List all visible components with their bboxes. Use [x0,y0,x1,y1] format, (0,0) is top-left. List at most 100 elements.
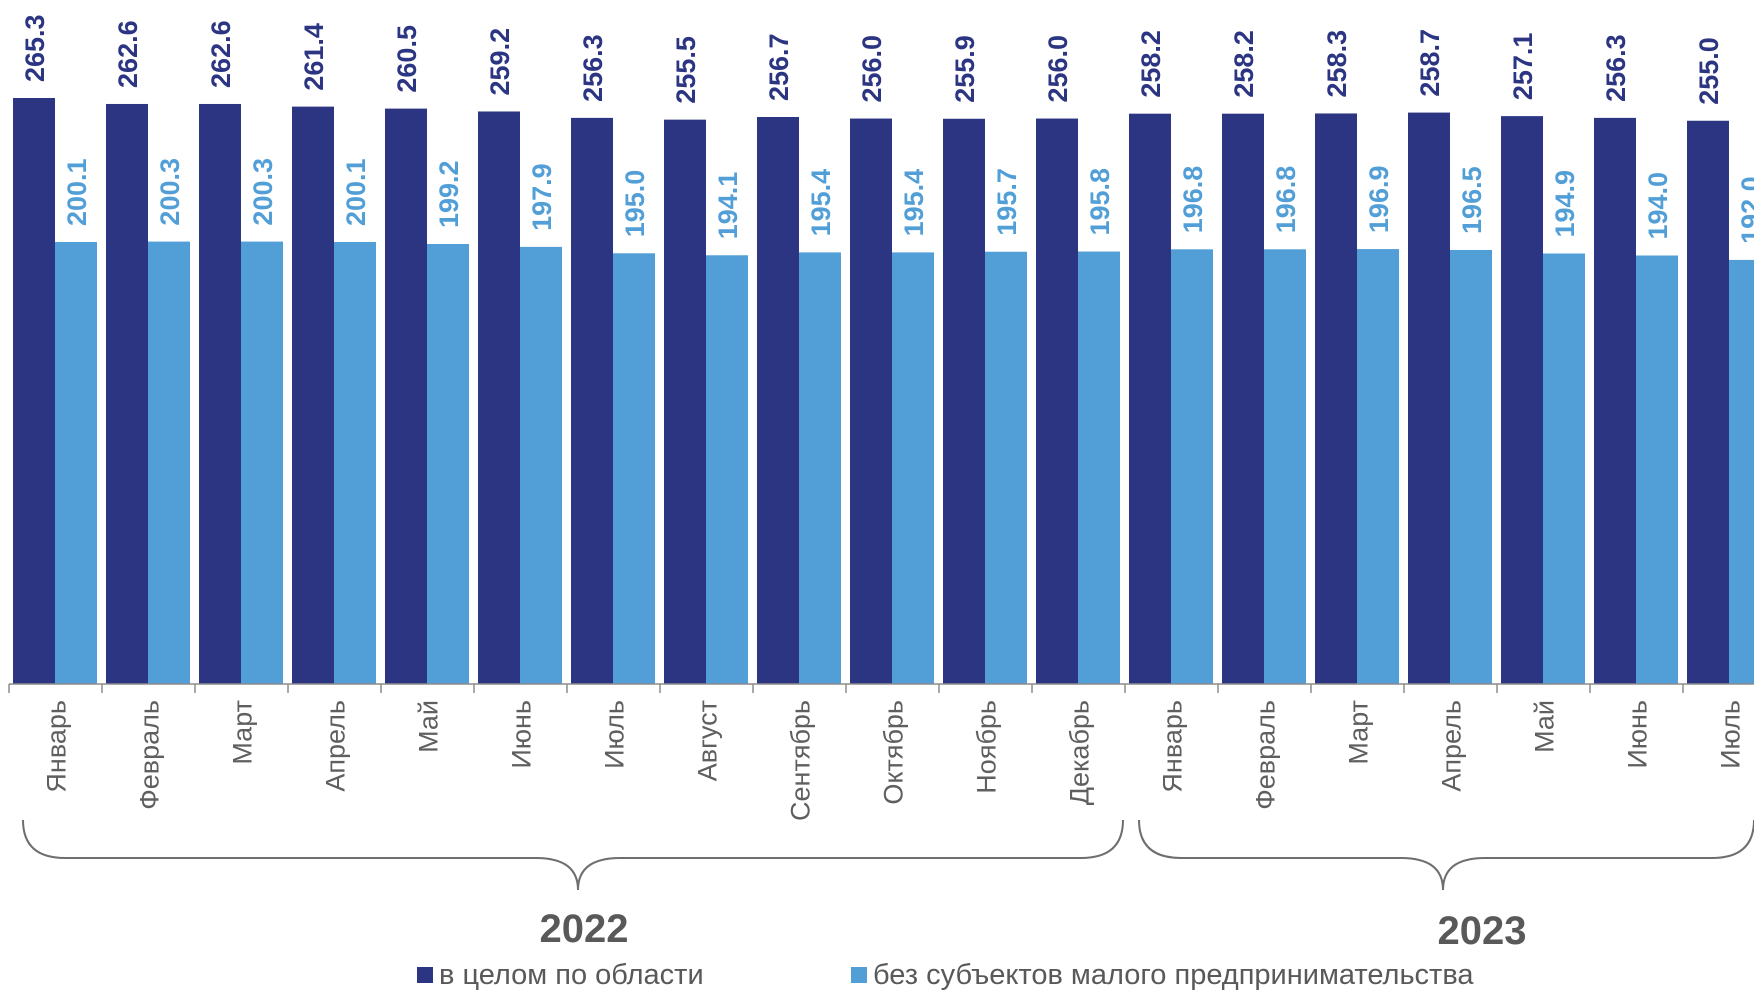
tick-label: Ноябрь [972,700,1002,794]
tick-label: Февраль [1251,700,1281,810]
data-label-no-small-business: 194.1 [713,172,743,240]
data-label-total: 258.7 [1415,29,1445,97]
bar-total [1408,112,1450,684]
bar-no-small-business [1636,255,1678,684]
bar-no-small-business [520,246,562,684]
bar-total [1315,113,1357,685]
data-label-total: 256.0 [857,35,887,103]
tick-label: Май [1530,700,1560,753]
bar-total [478,111,520,684]
legend-label-total: в целом по области [439,958,704,991]
bar-no-small-business [1729,259,1754,684]
data-label-no-small-business: 195.7 [992,168,1022,236]
data-label-total: 256.0 [1043,35,1073,103]
bar-no-small-business [1450,249,1492,684]
data-label-total: 255.9 [950,35,980,103]
legend-item-total: в целом по области [417,958,704,992]
bar-no-small-business [892,252,934,684]
tick-label: Декабрь [1065,700,1095,805]
bar-total [1222,113,1264,685]
tick-label: Июнь [1623,700,1653,769]
bar-no-small-business [1264,249,1306,684]
data-label-no-small-business: 195.4 [899,169,929,237]
bar-total [850,118,892,684]
legend-swatch-no-small-business [851,967,867,983]
bar-no-small-business [1078,251,1120,684]
tick-label: Июнь [507,700,537,769]
year-brace [22,819,1124,891]
bar-no-small-business [613,253,655,684]
data-label-no-small-business: 195.8 [1085,168,1115,236]
bar-no-small-business [427,244,469,684]
data-label-no-small-business: 196.8 [1271,166,1301,234]
data-label-no-small-business: 194.0 [1643,172,1673,240]
tick-label: Апрель [321,700,351,792]
legend-swatch-total [417,967,433,983]
data-label-total: 262.6 [113,20,143,88]
data-label-total: 265.3 [20,14,50,82]
data-label-no-small-business: 196.8 [1178,166,1208,234]
bar-total [1501,116,1543,685]
tick-label: Сентябрь [786,700,816,821]
year-label: 2022 [540,907,629,951]
data-label-total: 255.0 [1694,37,1724,105]
tick-label: Январь [42,700,72,793]
tick-label: Июль [1716,700,1746,769]
bar-total [199,103,241,685]
data-label-total: 262.6 [206,20,236,88]
bar-total [385,108,427,684]
data-label-no-small-business: 200.1 [62,158,92,226]
bar-no-small-business [241,241,283,685]
data-label-total: 256.3 [1601,34,1631,102]
tick-label: Август [693,700,723,781]
data-label-total: 258.3 [1322,30,1352,98]
data-label-no-small-business: 196.9 [1364,166,1394,234]
tick-label: Март [228,700,258,765]
tick-label: Июль [600,700,630,769]
data-label-total: 261.4 [299,23,329,91]
data-label-total: 256.7 [764,33,794,101]
tick-label: Январь [1158,700,1188,793]
bar-total [664,119,706,685]
data-label-no-small-business: 194.9 [1550,170,1580,238]
bar-total [13,98,55,684]
tick-label: Март [1344,700,1374,765]
bar-total [1687,120,1729,684]
data-label-total: 258.2 [1136,30,1166,98]
legend-item-no-small-business: без субъектов малого предпринимательства [851,958,1474,992]
data-label-no-small-business: 192.0 [1736,176,1754,244]
data-label-no-small-business: 195.4 [806,169,836,237]
tick-label: Апрель [1437,700,1467,792]
bar-total [1594,117,1636,684]
bar-no-small-business [148,241,190,685]
data-label-total: 258.2 [1229,30,1259,98]
year-label: 2023 [1438,909,1527,953]
bar-no-small-business [1357,249,1399,684]
data-label-no-small-business: 200.1 [341,158,371,226]
data-label-total: 259.2 [485,28,515,96]
tick-label: Май [414,700,444,753]
data-label-no-small-business: 200.3 [248,158,278,226]
bar-no-small-business [55,242,97,684]
tick-label: Февраль [135,700,165,810]
data-label-total: 260.5 [392,25,422,93]
data-label-no-small-business: 196.5 [1457,166,1487,234]
bar-no-small-business [1543,253,1585,684]
bar-total [943,118,985,684]
bar-total [1036,118,1078,684]
bar-no-small-business [985,251,1027,684]
bar-total [292,106,334,685]
data-label-no-small-business: 195.0 [620,170,650,238]
data-label-no-small-business: 200.3 [155,158,185,226]
bar-total [1129,113,1171,685]
bar-total [106,103,148,685]
bar-no-small-business [799,252,841,684]
legend-label-no-small-business: без субъектов малого предпринимательства [873,958,1474,991]
bar-no-small-business [1171,249,1213,684]
data-label-total: 256.3 [578,34,608,102]
data-label-total: 257.1 [1508,33,1538,101]
bar-no-small-business [334,242,376,684]
data-label-no-small-business: 199.2 [434,160,464,228]
bar-total [571,117,613,684]
